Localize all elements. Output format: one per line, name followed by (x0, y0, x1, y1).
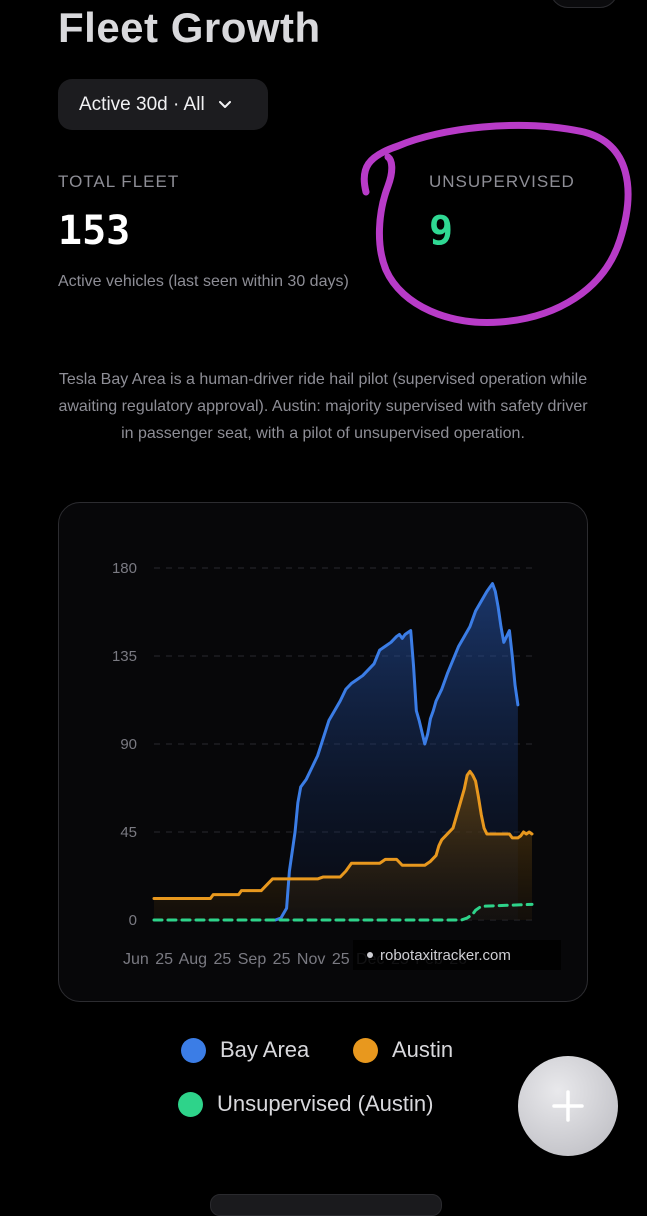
y-tick-label: 45 (120, 824, 137, 841)
watermark: robotaxitracker.com (353, 940, 561, 970)
legend-bay-area[interactable]: Bay Area (181, 1037, 309, 1063)
legend-unsupervised[interactable]: Unsupervised (Austin) (178, 1091, 433, 1117)
legend-unsupervised-label: Unsupervised (Austin) (217, 1091, 434, 1116)
y-tick-label: 180 (112, 560, 137, 577)
bottom-nav-bar[interactable] (210, 1194, 442, 1216)
chevron-down-icon (218, 100, 231, 108)
filter-label: Active 30d · All (79, 93, 205, 115)
watermark-text: robotaxitracker.com (380, 946, 511, 964)
austin-dot-icon (353, 1037, 378, 1063)
total-fleet-value: 153 (58, 208, 131, 254)
fleet-chart: 0 45 90 135 180 Jun 25 Aug 25 Sep 25 Nov 25 D… (58, 502, 588, 1002)
unsupervised-value: 9 (429, 208, 454, 254)
y-tick-label: 0 (129, 912, 137, 929)
y-tick-label: 90 (120, 736, 137, 753)
annotation-circle (360, 121, 632, 327)
total-fleet-label: TOTAL FLEET (58, 172, 180, 191)
unsupervised-dot-icon (178, 1091, 203, 1117)
series-area-austin (154, 771, 532, 920)
series-line-austin (152, 769, 534, 900)
series-line-bay-area (273, 582, 520, 922)
add-button[interactable] (518, 1056, 618, 1156)
legend-austin-label: Austin (392, 1037, 454, 1062)
legend-austin[interactable]: Austin (353, 1037, 453, 1063)
legend-bay-area-label: Bay Area (220, 1037, 310, 1062)
watermark-dot-icon (367, 952, 373, 958)
plus-icon (552, 1090, 584, 1122)
unsupervised-label: UNSUPERVISED (429, 172, 575, 191)
series-line-unsupervised-austin (152, 902, 534, 922)
filter-dropdown[interactable]: Active 30d · All (58, 79, 268, 130)
y-tick-label: 135 (112, 648, 137, 665)
bay-area-dot-icon (181, 1037, 206, 1063)
page-title: Fleet Growth (58, 4, 321, 51)
total-fleet-subtext: Active vehicles (last seen within 30 day… (58, 273, 349, 290)
fleet-description: Tesla Bay Area is a human-driver ride ha… (58, 371, 588, 442)
